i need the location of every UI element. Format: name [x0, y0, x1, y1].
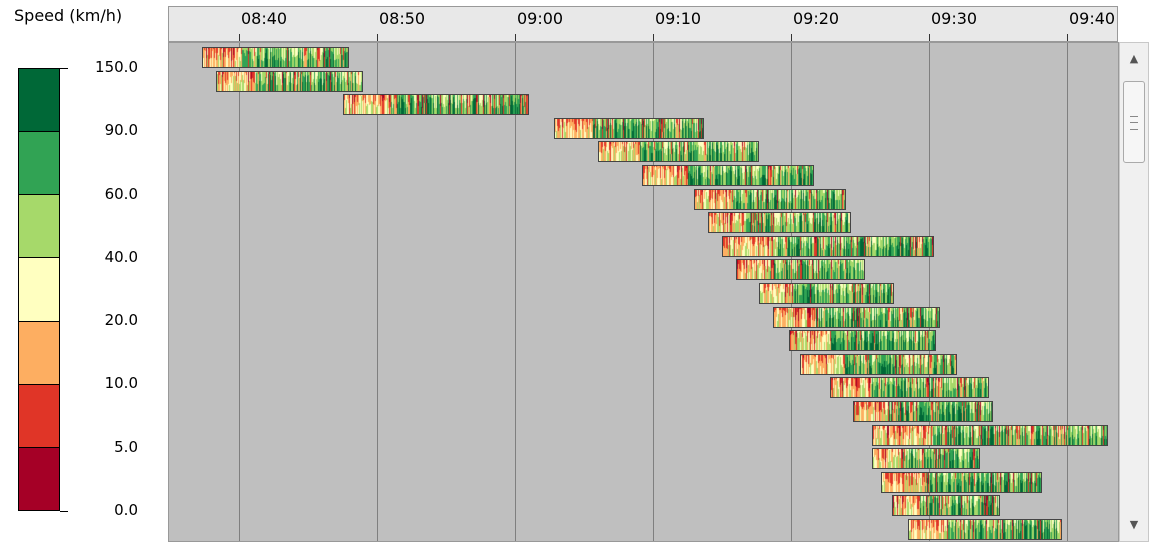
time-tick-mark: [1067, 34, 1068, 41]
trip-speed-profile: [872, 449, 979, 469]
grid-line: [515, 43, 516, 541]
legend-color-scale: [18, 68, 60, 511]
time-tick-label: 08:40: [241, 9, 288, 28]
trip-bar: [597, 141, 759, 163]
scroll-thumb[interactable]: [1123, 81, 1145, 163]
time-tick-mark: [515, 34, 516, 41]
legend-swatch: [19, 195, 59, 259]
trip-speed-profile: [217, 71, 363, 91]
time-tick-label: 08:50: [379, 9, 426, 28]
trip-speed-profile: [642, 166, 814, 185]
legend-swatch: [19, 258, 59, 322]
trip-speed-profile: [723, 236, 933, 256]
trip-speed-profile: [893, 496, 1000, 516]
time-tick-label: 09:00: [517, 9, 564, 28]
legend-tick-label: 10.0: [104, 374, 138, 393]
legend-tick-label: 0.0: [114, 501, 138, 519]
grip-icon: [1130, 116, 1138, 130]
grid-line: [929, 43, 930, 541]
trip-bar: [202, 47, 350, 68]
trip-speed-profile: [736, 260, 864, 280]
trip-bar: [722, 235, 934, 257]
trip-speed-profile: [598, 142, 758, 162]
time-tick-mark: [653, 34, 654, 41]
trip-bar: [641, 165, 814, 186]
trip-speed-profile: [801, 354, 956, 374]
legend-tick-label: 90.0: [104, 121, 138, 140]
legend-tick-label: 150.0: [95, 58, 138, 76]
grid-line: [377, 43, 378, 541]
legend-tick-label: 20.0: [104, 311, 138, 330]
trip-speed-profile: [759, 284, 894, 303]
time-tick-mark: [239, 34, 240, 41]
time-tick-label: 09:30: [931, 9, 978, 28]
time-tick-mark: [929, 34, 930, 41]
trip-bar: [800, 353, 957, 375]
trip-bar: [758, 283, 895, 304]
scroll-up-arrow-icon[interactable]: ▲: [1129, 52, 1139, 65]
vertical-scrollbar[interactable]: ▲ ▼: [1119, 42, 1149, 542]
legend-swatch: [19, 384, 59, 448]
trip-speed-profile: [695, 189, 846, 209]
trip-bar: [830, 377, 989, 399]
trip-speed-profile: [773, 307, 940, 327]
trip-bar: [554, 117, 704, 139]
time-tick-mark: [377, 34, 378, 41]
trip-bar: [694, 188, 847, 210]
trip-bar: [735, 259, 865, 281]
trip-speed-profile: [555, 118, 703, 138]
trip-bar: [853, 401, 994, 422]
legend-tick-line: [60, 68, 68, 69]
legend-tick-label: 60.0: [104, 184, 138, 203]
trip-speed-profile: [709, 213, 850, 233]
trip-bar: [788, 330, 936, 352]
trip-bar: [871, 448, 980, 470]
trip-speed-profile: [881, 472, 1041, 492]
trip-bar: [880, 471, 1042, 493]
time-tick-mark: [791, 34, 792, 41]
grid-line: [1067, 43, 1068, 541]
trip-speed-profile: [831, 378, 988, 398]
trip-bar: [871, 424, 1109, 446]
legend-tick-label: 5.0: [114, 437, 138, 456]
trip-speed-profile: [909, 520, 1062, 539]
trip-speed-profile: [789, 331, 935, 351]
time-tick-label: 09:40: [1069, 9, 1116, 28]
legend-swatch: [19, 69, 59, 133]
trip-speed-plot: [168, 42, 1119, 542]
legend-swatch: [19, 447, 59, 510]
trip-speed-profile: [854, 402, 993, 421]
trip-bar: [892, 495, 1001, 517]
legend-swatch: [19, 132, 59, 196]
time-tick-label: 09:10: [655, 9, 702, 28]
trip-speed-profile: [872, 425, 1108, 445]
legend-tick-label: 40.0: [104, 247, 138, 266]
time-axis-header: 08:40 08:50 09:00 09:10 09:20 09:30 09:40: [168, 6, 1118, 42]
trip-speed-profile: [203, 48, 349, 67]
trip-bar: [708, 212, 851, 234]
grid-line: [653, 43, 654, 541]
trip-bar: [772, 306, 941, 328]
trip-bar: [216, 70, 364, 92]
grid-line: [239, 43, 240, 541]
time-tick-label: 09:20: [793, 9, 840, 28]
legend-title: Speed (km/h): [14, 6, 123, 25]
trip-bar: [908, 519, 1063, 540]
trip-speed-profile: [343, 95, 528, 115]
legend-tick-line: [60, 511, 68, 512]
scroll-down-arrow-icon[interactable]: ▼: [1129, 518, 1139, 531]
trip-bar: [342, 94, 529, 116]
legend-swatch: [19, 321, 59, 385]
